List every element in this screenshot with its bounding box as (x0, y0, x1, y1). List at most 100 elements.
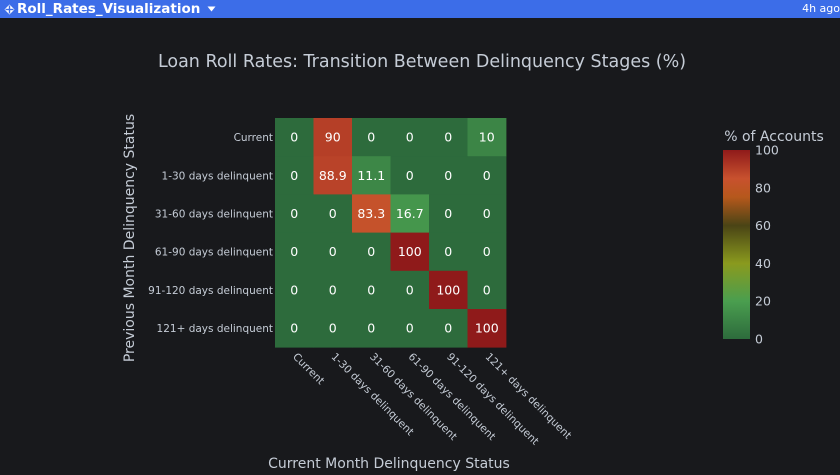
heatmap-cell[interactable] (313, 232, 353, 272)
cell-value-label: 0 (367, 130, 375, 145)
cell-value-label: 0 (444, 244, 452, 259)
cell-value-label: 100 (475, 321, 499, 336)
cell-value-label: 0 (483, 206, 491, 221)
heatmap-cell[interactable] (313, 270, 353, 310)
heatmap-chart: Loan Roll Rates: Transition Between Deli… (122, 52, 824, 472)
heatmap-cell[interactable] (352, 232, 391, 272)
heatmap-cell[interactable] (429, 309, 468, 348)
cell-value-label: 0 (329, 206, 337, 221)
heatmap-cell[interactable] (429, 270, 468, 310)
cell-value-label: 0 (290, 206, 298, 221)
heatmap-cell[interactable] (313, 156, 353, 195)
colorbar (723, 150, 750, 339)
heatmap-cell[interactable] (275, 270, 314, 310)
heatmap-cell[interactable] (352, 156, 391, 195)
heatmap-cell[interactable] (390, 156, 430, 195)
cell-value-label: 0 (290, 244, 298, 259)
cell-value-label: 0 (406, 282, 414, 297)
heatmap-cell[interactable] (313, 118, 353, 157)
colorbar-ticks: 0 20 40 60 80 100 (755, 143, 779, 347)
cell-value-label: 100 (398, 244, 422, 259)
heatmap-cell[interactable] (429, 118, 468, 157)
heatmap-cell[interactable] (275, 232, 314, 272)
heatmap-cell[interactable] (467, 118, 507, 157)
heatmap-cell[interactable] (467, 156, 507, 195)
y-tick-label: 1-30 days delinquent (162, 170, 273, 182)
app-title[interactable]: Roll_Rates_Visualization (17, 1, 201, 17)
colorbar-tick-label: 80 (755, 180, 771, 195)
y-tick-label: 61-90 days delinquent (155, 247, 273, 259)
cell-value-label: 0 (483, 168, 491, 183)
heatmap-cell[interactable] (429, 156, 468, 195)
heatmap-cell[interactable] (390, 232, 430, 272)
cell-value-label: 90 (325, 130, 341, 145)
heatmap-cell[interactable] (390, 118, 430, 157)
y-axis-title: Previous Month Delinquency Status (122, 114, 138, 362)
heatmap-cell[interactable] (352, 194, 391, 233)
heatmap-cell[interactable] (467, 270, 507, 310)
chevron-down-icon[interactable] (207, 4, 217, 14)
cell-value-label: 0 (444, 321, 452, 336)
heatmap-cell[interactable] (275, 156, 314, 195)
colorbar-tick-label: 40 (755, 256, 771, 271)
cell-value-label: 0 (290, 130, 298, 145)
cell-value-label: 0 (483, 282, 491, 297)
cell-value-label: 100 (436, 282, 460, 297)
y-tick-label: 91-120 days delinquent (148, 285, 273, 297)
cell-value-label: 0 (406, 130, 414, 145)
heatmap-cell[interactable] (313, 194, 353, 233)
heatmap-cell[interactable] (352, 118, 391, 157)
heatmap-cell[interactable] (275, 194, 314, 233)
updated-time: 4h ago (802, 2, 840, 15)
colorbar-tick-label: 60 (755, 218, 771, 233)
colorbar-tick-label: 100 (755, 143, 779, 158)
cell-labels: 0 90 0 0 0 100 88.9 11.1 0 0 00 0 83.3 16.7 0 00 0 0 100 0 0… (290, 130, 498, 336)
cell-value-label: 0 (367, 282, 375, 297)
colorbar-tick-label: 20 (755, 294, 771, 309)
app-icon (3, 3, 15, 15)
cell-value-label: 0 (483, 244, 491, 259)
x-axis-title: Current Month Delinquency Status (268, 456, 510, 472)
cell-value-label: 0 (444, 206, 452, 221)
cell-value-label: 83.3 (357, 206, 385, 221)
cell-value-label: 0 (290, 321, 298, 336)
heatmap-cell[interactable] (390, 309, 430, 348)
cell-value-label: 0 (367, 244, 375, 259)
cell-value-label: 0 (290, 282, 298, 297)
x-tick-label: Current (290, 351, 326, 387)
cell-value-label: 16.7 (396, 206, 424, 221)
cell-value-label: 0 (329, 321, 337, 336)
y-tick-labels: Current 1-30 days delinquent 31-60 days de… (148, 132, 273, 335)
cell-value-label: 11.1 (357, 168, 385, 183)
heatmap-cell[interactable] (390, 194, 430, 233)
heatmap-cell[interactable] (352, 309, 391, 348)
heatmap-cell[interactable] (429, 232, 468, 272)
heatmap-cell[interactable] (390, 270, 430, 310)
heatmap-cell[interactable] (313, 309, 353, 348)
cell-value-label: 10 (479, 130, 495, 145)
cell-value-label: 88.9 (319, 168, 347, 183)
heatmap-cell[interactable] (275, 118, 314, 157)
chart-title: Loan Roll Rates: Transition Between Deli… (158, 52, 686, 72)
cell-value-label: 0 (329, 244, 337, 259)
cell-value-label: 0 (444, 130, 452, 145)
heatmap-cell[interactable] (467, 232, 507, 272)
heatmap-cell[interactable] (275, 309, 314, 348)
heatmap-cell[interactable] (467, 194, 507, 233)
heatmap-cells (275, 118, 507, 348)
y-tick-label: 121+ days delinquent (157, 323, 273, 335)
cell-value-label: 0 (290, 168, 298, 183)
heatmap-cell[interactable] (467, 309, 507, 348)
y-tick-label: 31-60 days delinquent (155, 209, 273, 221)
colorbar-tick-label: 0 (755, 332, 763, 347)
y-tick-label: Current (234, 132, 273, 144)
heatmap-cell[interactable] (352, 270, 391, 310)
cell-value-label: 0 (329, 282, 337, 297)
cell-value-label: 0 (444, 168, 452, 183)
cell-value-label: 0 (406, 168, 414, 183)
cell-value-label: 0 (367, 321, 375, 336)
chart-panel: Loan Roll Rates: Transition Between Deli… (1, 18, 840, 475)
heatmap-cell[interactable] (429, 194, 468, 233)
top-bar: Roll_Rates_Visualization 4h ago (0, 0, 840, 18)
